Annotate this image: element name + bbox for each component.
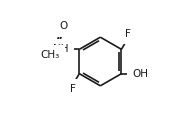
Text: F: F [125,29,130,39]
Text: OH: OH [132,69,148,79]
Text: NH: NH [53,44,68,54]
Text: CH₃: CH₃ [41,50,60,60]
Text: O: O [59,21,67,31]
Text: F: F [70,84,76,94]
